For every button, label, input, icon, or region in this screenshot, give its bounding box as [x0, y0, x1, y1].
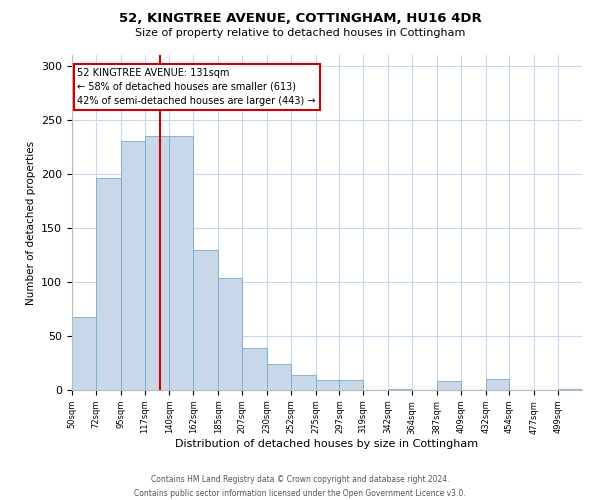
Bar: [169, 136, 193, 390]
Bar: [121, 142, 145, 390]
Bar: [267, 364, 291, 390]
Bar: [145, 136, 169, 390]
Bar: [437, 382, 461, 390]
Text: Size of property relative to detached houses in Cottingham: Size of property relative to detached ho…: [135, 28, 465, 38]
Bar: [242, 348, 267, 390]
Bar: [218, 278, 242, 390]
Bar: [72, 316, 96, 390]
X-axis label: Distribution of detached houses by size in Cottingham: Distribution of detached houses by size …: [175, 440, 479, 450]
Bar: [388, 389, 412, 390]
Bar: [340, 380, 363, 390]
Text: 52, KINGTREE AVENUE, COTTINGHAM, HU16 4DR: 52, KINGTREE AVENUE, COTTINGHAM, HU16 4D…: [119, 12, 481, 26]
Bar: [558, 389, 582, 390]
Bar: [193, 250, 218, 390]
Bar: [316, 380, 340, 390]
Bar: [485, 379, 509, 390]
Bar: [96, 178, 121, 390]
Y-axis label: Number of detached properties: Number of detached properties: [26, 140, 35, 304]
Text: 52 KINGTREE AVENUE: 131sqm
← 58% of detached houses are smaller (613)
42% of sem: 52 KINGTREE AVENUE: 131sqm ← 58% of deta…: [77, 68, 316, 106]
Text: Contains HM Land Registry data © Crown copyright and database right 2024.
Contai: Contains HM Land Registry data © Crown c…: [134, 476, 466, 498]
Bar: [291, 375, 316, 390]
